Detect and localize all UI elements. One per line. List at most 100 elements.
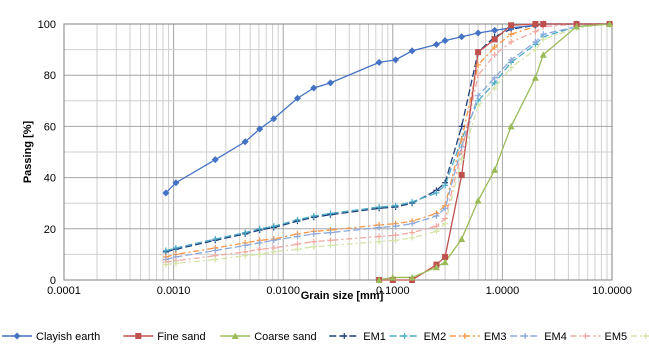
data-point-fine-sand bbox=[458, 172, 465, 179]
legend-marker-em6 bbox=[642, 333, 649, 339]
data-point-clayish-earth bbox=[392, 56, 400, 64]
legend-item-em4: EM4 bbox=[510, 331, 567, 343]
data-point-em3 bbox=[475, 61, 482, 68]
data-point-em6 bbox=[310, 243, 317, 250]
data-point-clayish-earth bbox=[241, 138, 249, 146]
data-point-em5 bbox=[392, 232, 399, 239]
x-axis-title: Grain size [mm] bbox=[301, 290, 384, 302]
data-point-coarse-sand bbox=[375, 276, 383, 283]
series-line-em3 bbox=[165, 23, 610, 258]
data-point-em2 bbox=[376, 204, 383, 211]
data-point-clayish-earth bbox=[256, 125, 264, 133]
data-point-em6 bbox=[242, 252, 249, 259]
data-point-em5 bbox=[508, 38, 515, 45]
data-point-em5 bbox=[433, 223, 440, 230]
data-point-em2 bbox=[433, 189, 440, 196]
data-point-em4 bbox=[242, 242, 249, 249]
data-point-em2 bbox=[327, 210, 334, 217]
x-tick-label: 0.1000 bbox=[376, 285, 410, 297]
legend-item-em1: EM1 bbox=[329, 331, 386, 343]
y-tick-label: 0 bbox=[50, 275, 56, 287]
data-point-clayish-earth bbox=[441, 37, 449, 45]
data-point-em5 bbox=[458, 149, 465, 155]
data-point-clayish-earth bbox=[172, 179, 180, 187]
legend-item-em6: EM6 bbox=[630, 333, 649, 339]
data-point-em2 bbox=[442, 182, 449, 189]
data-point-em6 bbox=[294, 246, 301, 253]
data-point-em6 bbox=[256, 251, 263, 258]
data-point-em5 bbox=[256, 246, 263, 253]
data-point-em4 bbox=[256, 239, 263, 246]
y-axis-title: Passing [%] bbox=[22, 120, 34, 183]
data-point-coarse-sand bbox=[458, 235, 466, 243]
plot-border bbox=[63, 23, 613, 281]
data-point-em4 bbox=[327, 229, 334, 236]
x-tick-label: 0.0001 bbox=[47, 285, 81, 297]
legend-item-em5: EM5 bbox=[570, 331, 627, 343]
legend-item-fine-sand: Fine sand bbox=[123, 331, 206, 343]
data-point-em6 bbox=[376, 238, 383, 245]
series-line-em6 bbox=[165, 23, 610, 266]
data-point-em2 bbox=[491, 79, 498, 86]
legend-marker-em1 bbox=[341, 333, 348, 339]
legend-label-em3: EM3 bbox=[484, 331, 507, 343]
legend-label-em4: EM4 bbox=[544, 331, 567, 343]
legend-item-em2: EM2 bbox=[389, 331, 447, 343]
data-point-em6 bbox=[433, 228, 440, 235]
data-point-em6 bbox=[409, 234, 416, 241]
legend-label-clayish-earth: Clayish earth bbox=[36, 331, 100, 343]
data-point-em2 bbox=[294, 216, 301, 223]
data-point-em4 bbox=[310, 230, 317, 237]
x-tick-label: 1.0000 bbox=[486, 285, 520, 297]
legend-marker-fine-sand bbox=[135, 333, 142, 339]
data-point-em4 bbox=[491, 74, 498, 81]
data-point-em5 bbox=[294, 241, 301, 248]
data-point-em6 bbox=[327, 242, 334, 249]
legend-item-em3: EM3 bbox=[449, 331, 507, 343]
series-points-coarse-sand bbox=[375, 20, 614, 283]
data-point-em2 bbox=[256, 225, 263, 232]
y-tick-label: 60 bbox=[44, 121, 56, 133]
tick-labels: 0.0001 0.0010 0.0100 0.1000 1.0000 10.0000 0 20… bbox=[38, 19, 632, 297]
data-point-em4 bbox=[392, 223, 399, 230]
data-point-em5 bbox=[442, 215, 449, 222]
legend: Clayish earth Fine sand Coarse sand EM1 EM2 E… bbox=[2, 331, 649, 343]
data-point-clayish-earth bbox=[491, 26, 499, 34]
series-line-em2 bbox=[165, 23, 610, 252]
legend-label-em2: EM2 bbox=[424, 331, 447, 343]
data-point-clayish-earth bbox=[162, 189, 170, 197]
data-point-em4 bbox=[376, 224, 383, 231]
data-point-em5 bbox=[327, 237, 334, 244]
data-point-fine-sand bbox=[508, 22, 515, 29]
data-point-fine-sand bbox=[475, 49, 482, 56]
data-point-clayish-earth bbox=[432, 40, 440, 48]
data-point-em4 bbox=[433, 213, 440, 219]
data-point-coarse-sand bbox=[389, 273, 397, 281]
x-tick-label: 0.0010 bbox=[157, 285, 191, 297]
data-point-em5 bbox=[310, 238, 317, 245]
data-point-em3 bbox=[491, 44, 498, 51]
x-tick-label: 0.0100 bbox=[266, 285, 300, 297]
y-tick-label: 20 bbox=[44, 224, 56, 236]
data-point-em6 bbox=[475, 102, 482, 109]
data-point-em4 bbox=[508, 56, 515, 63]
data-point-clayish-earth bbox=[211, 156, 219, 164]
data-point-em4 bbox=[270, 237, 277, 244]
legend-marker-em5 bbox=[582, 333, 589, 339]
data-point-em2 bbox=[162, 247, 169, 254]
data-point-coarse-sand bbox=[432, 263, 440, 271]
data-point-em4 bbox=[212, 247, 219, 254]
data-point-em4 bbox=[458, 143, 465, 150]
data-point-em2 bbox=[270, 223, 277, 230]
data-point-em2 bbox=[212, 236, 219, 243]
data-point-em2 bbox=[475, 97, 482, 104]
y-tick-label: 80 bbox=[44, 70, 56, 82]
data-point-fine-sand bbox=[442, 253, 449, 260]
data-point-em6 bbox=[172, 260, 179, 267]
legend-marker-em4 bbox=[522, 333, 529, 339]
data-point-em5 bbox=[475, 72, 482, 79]
x-tick-label: 10.0000 bbox=[592, 285, 632, 297]
data-point-em6 bbox=[212, 256, 219, 263]
